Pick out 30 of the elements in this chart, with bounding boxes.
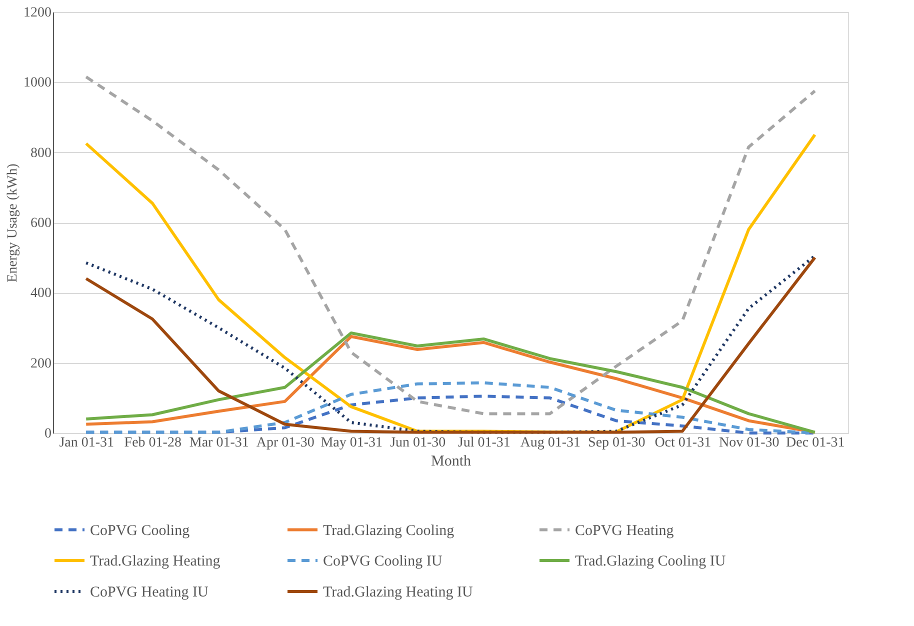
x-tick-label: Jun 01-30: [390, 436, 446, 450]
y-tick-label: 0: [44, 426, 52, 442]
y-tick-label: 400: [30, 286, 52, 302]
line-series: [84, 75, 816, 416]
legend-label: CoPVG Cooling: [90, 522, 190, 539]
y-tick-label: 1000: [24, 76, 52, 91]
legend-label: Trad.Glazing Cooling: [323, 522, 455, 539]
legend-label: Trad.Glazing Heating: [90, 554, 221, 570]
x-tick-label: Nov 01-30: [718, 436, 780, 450]
legend-label: Trad.Glazing Cooling IU: [575, 554, 726, 570]
x-tick-label: Apr 01-30: [256, 436, 314, 450]
x-tick-label: Feb 01-28: [124, 436, 182, 450]
x-tick-label: Dec 01-31: [786, 436, 845, 450]
legend-label: CoPVG Heating: [575, 522, 674, 539]
y-tick-label: 1200: [24, 6, 52, 20]
x-tick-label: Oct 01-31: [654, 436, 712, 450]
y-axis-title: Energy Usage (kWh): [6, 163, 20, 282]
y-tick-label: 600: [30, 216, 52, 231]
x-tick-label: Jul 01-31: [458, 436, 510, 450]
x-tick-label: Sep 01-30: [588, 436, 646, 450]
x-tick-label: May 01-31: [320, 436, 383, 450]
x-tick-label: Mar 01-31: [189, 436, 249, 450]
x-tick-label: Aug 01-31: [520, 436, 581, 450]
x-axis-title: Month: [430, 454, 472, 470]
x-tick-label: Jan 01-31: [59, 436, 114, 450]
legend-label: Trad.Glazing Heating IU: [323, 584, 473, 600]
y-tick-label: 200: [30, 356, 52, 372]
legend-label: CoPVG Heating IU: [90, 584, 208, 600]
y-tick-label: 800: [30, 146, 52, 161]
legend-label: CoPVG Cooling IU: [323, 554, 442, 570]
